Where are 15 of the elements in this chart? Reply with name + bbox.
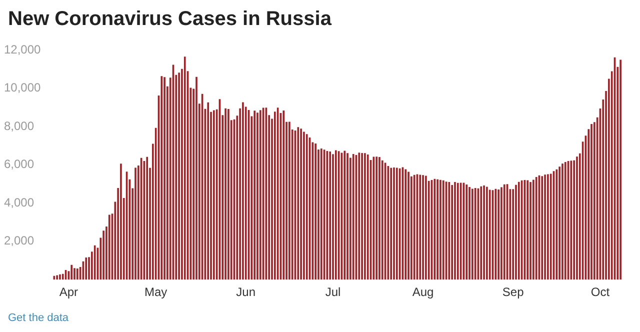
y-tick-label: 2,000 [4,234,34,248]
y-tick-label: 10,000 [4,80,42,95]
text: Get the data [8,312,69,324]
chart-title: New Coronavirus Cases in Russia [8,8,332,31]
x-tick-label: Aug [412,285,434,300]
x-tick-label: Jul [325,285,341,300]
x-tick-label: May [144,285,168,300]
x-tick-label: Jun [236,285,256,300]
y-tick-label: 6,000 [4,157,34,172]
y-tick-label: 12,000 [4,42,42,56]
y-tick-label: 4,000 [4,195,34,210]
x-tick-label: Oct [590,285,610,300]
y-tick-label: 8,000 [4,118,34,133]
x-tick-label: Sep [502,285,524,300]
x-tick-label: Apr [59,285,78,300]
